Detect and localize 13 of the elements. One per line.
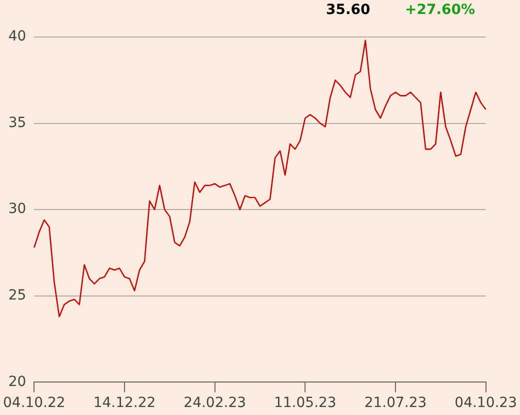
text: +27.60% [405, 2, 476, 18]
x-tick-label: 04.10.23 [454, 395, 517, 412]
y-tick-label: 25 [8, 288, 26, 304]
y-tick-label: 30 [8, 201, 26, 218]
text: 35.60 [326, 2, 370, 18]
x-tick-label: 21.07.23 [364, 395, 427, 412]
x-tick-label: 11.05.23 [274, 395, 336, 412]
x-tick-label: 14.12.22 [93, 395, 156, 412]
x-tick-label: 24.02.23 [184, 395, 246, 412]
y-tick-label: 20 [8, 374, 26, 390]
x-tick-label: 04.10.22 [3, 395, 66, 412]
y-tick-label: 35 [8, 114, 26, 131]
y-tick-label: 40 [8, 28, 26, 45]
